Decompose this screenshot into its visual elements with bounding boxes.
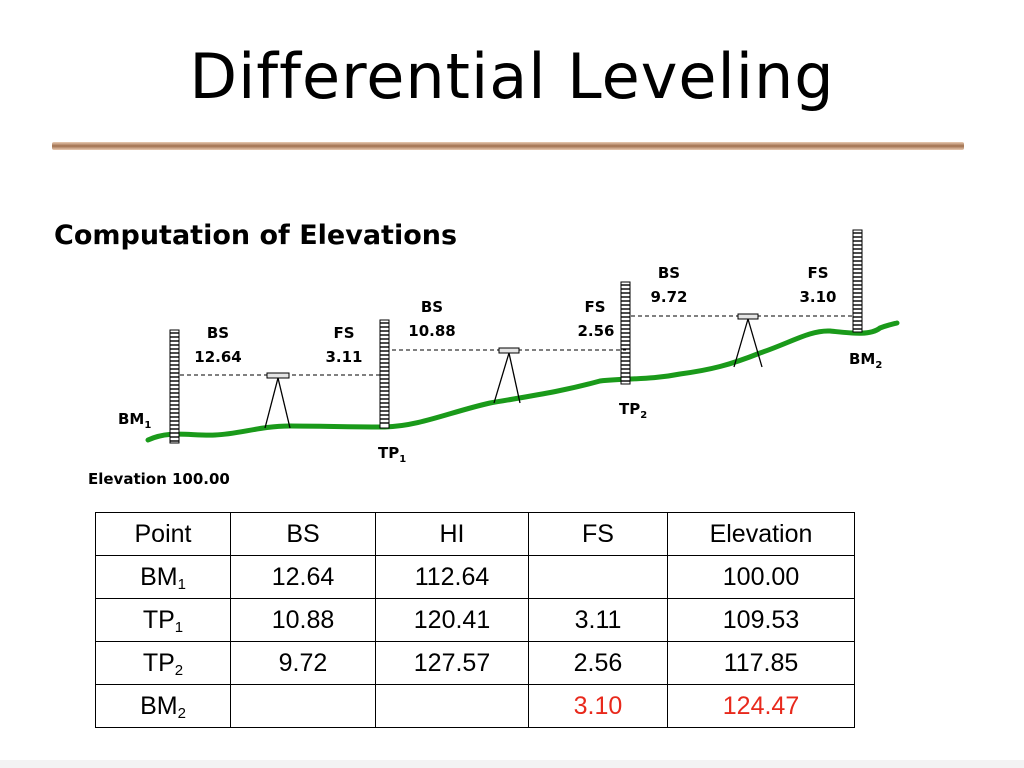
- header-hi: HI: [375, 512, 529, 556]
- cell-bs: 10.88: [230, 598, 376, 642]
- reading-label-fs3: FS: [807, 264, 828, 282]
- cell-point: TP2: [95, 641, 231, 685]
- level-rod-tp2: [620, 281, 631, 385]
- reading-label-bs1: BS: [207, 324, 229, 342]
- reading-label-bs2: BS: [421, 298, 443, 316]
- reading-value-bs1: 12.64: [194, 348, 241, 366]
- slide-title: Differential Leveling: [189, 40, 835, 113]
- level-instrument-3: [733, 313, 763, 368]
- level-rod-bm1: [169, 329, 180, 444]
- level-instrument-2: [493, 347, 521, 404]
- elevation-note: Elevation 100.00: [88, 470, 230, 488]
- cell-point: BM2: [95, 684, 231, 728]
- reading-value-fs3: 3.10: [799, 288, 836, 306]
- cell-fs: 3.11: [528, 598, 668, 642]
- cell-fs: 2.56: [528, 641, 668, 685]
- table-header-row: Point BS HI FS Elevation: [95, 512, 855, 556]
- elevation-table: Point BS HI FS Elevation BM1 12.64 112.6…: [95, 512, 855, 728]
- cell-elevation: 117.85: [667, 641, 855, 685]
- cell-elevation: 100.00: [667, 555, 855, 599]
- section-subtitle: Computation of Elevations: [54, 220, 458, 251]
- cell-hi: 112.64: [375, 555, 529, 599]
- reading-value-bs3: 9.72: [650, 288, 687, 306]
- header-fs: FS: [528, 512, 668, 556]
- header-point: Point: [95, 512, 231, 556]
- header-elevation: Elevation: [667, 512, 855, 556]
- cell-fs: [528, 555, 668, 599]
- leveling-diagram: BS 12.64 FS 3.11 BS 10.88 FS 2.56 BS 9.7…: [88, 229, 900, 488]
- title-divider: [52, 142, 964, 150]
- point-label-tp2: TP2: [619, 400, 647, 421]
- reading-value-fs2: 2.56: [577, 322, 614, 340]
- reading-label-fs2: FS: [584, 298, 605, 316]
- level-rod-tp1: [379, 319, 390, 429]
- cell-bs: 12.64: [230, 555, 376, 599]
- cell-bs: [230, 684, 376, 728]
- cell-hi: [375, 684, 529, 728]
- cell-elevation: 124.47: [667, 684, 855, 728]
- footer-band: [0, 760, 1024, 768]
- header-bs: BS: [230, 512, 376, 556]
- point-label-tp1: TP1: [378, 444, 406, 465]
- reading-label-fs1: FS: [333, 324, 354, 342]
- reading-value-fs1: 3.11: [325, 348, 362, 366]
- table-row: BM2 3.10 124.47: [95, 684, 855, 728]
- cell-elevation: 109.53: [667, 598, 855, 642]
- cell-hi: 120.41: [375, 598, 529, 642]
- cell-point: TP1: [95, 598, 231, 642]
- cell-hi: 127.57: [375, 641, 529, 685]
- point-label-bm1: BM1: [118, 410, 151, 431]
- table-row: TP1 10.88 120.41 3.11 109.53: [95, 598, 855, 642]
- table-row: TP2 9.72 127.57 2.56 117.85: [95, 641, 855, 685]
- ground-profile: [145, 320, 900, 443]
- level-rod-bm2: [852, 229, 863, 333]
- cell-bs: 9.72: [230, 641, 376, 685]
- reading-label-bs3: BS: [658, 264, 680, 282]
- table-row: BM1 12.64 112.64 100.00: [95, 555, 855, 599]
- level-instrument-1: [264, 372, 291, 429]
- point-label-bm2: BM2: [849, 350, 882, 371]
- cell-point: BM1: [95, 555, 231, 599]
- cell-fs: 3.10: [528, 684, 668, 728]
- reading-value-bs2: 10.88: [408, 322, 455, 340]
